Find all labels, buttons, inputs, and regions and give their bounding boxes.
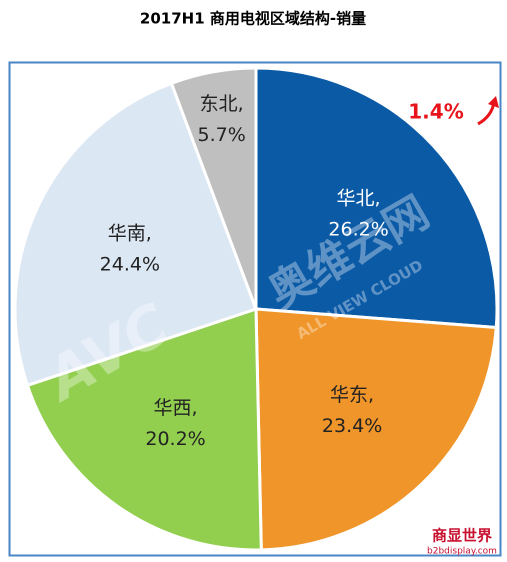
slice-value-label: 5.7%	[197, 124, 245, 146]
slice-value-label: 23.4%	[322, 415, 382, 437]
pie-slice	[254, 307, 498, 552]
slice-value-label: 24.4%	[100, 253, 160, 275]
slice-value-label: 20.2%	[145, 428, 205, 450]
slice-category: 华东,	[330, 384, 374, 406]
pie-slice	[254, 66, 499, 330]
source-logo-name: 商显世界	[432, 527, 492, 545]
chart-title: 2017H1 商用电视区域结构-销量	[140, 10, 366, 28]
slice-category: 东北,	[200, 93, 244, 115]
source-logo-site: b2bdisplay.com	[427, 547, 497, 557]
pie-slice	[13, 81, 258, 388]
slice-category: 华南,	[108, 222, 152, 244]
slice-category: 华西,	[154, 397, 198, 419]
pie-slice	[25, 306, 263, 552]
slice-category: 华北,	[337, 188, 381, 210]
pie	[13, 66, 499, 552]
annotation: 1.4%	[408, 100, 463, 124]
pie-slice	[169, 66, 258, 310]
frame	[8, 61, 502, 557]
slice-value-label: 26.2%	[328, 219, 388, 241]
annotation-arrowhead	[488, 96, 499, 108]
